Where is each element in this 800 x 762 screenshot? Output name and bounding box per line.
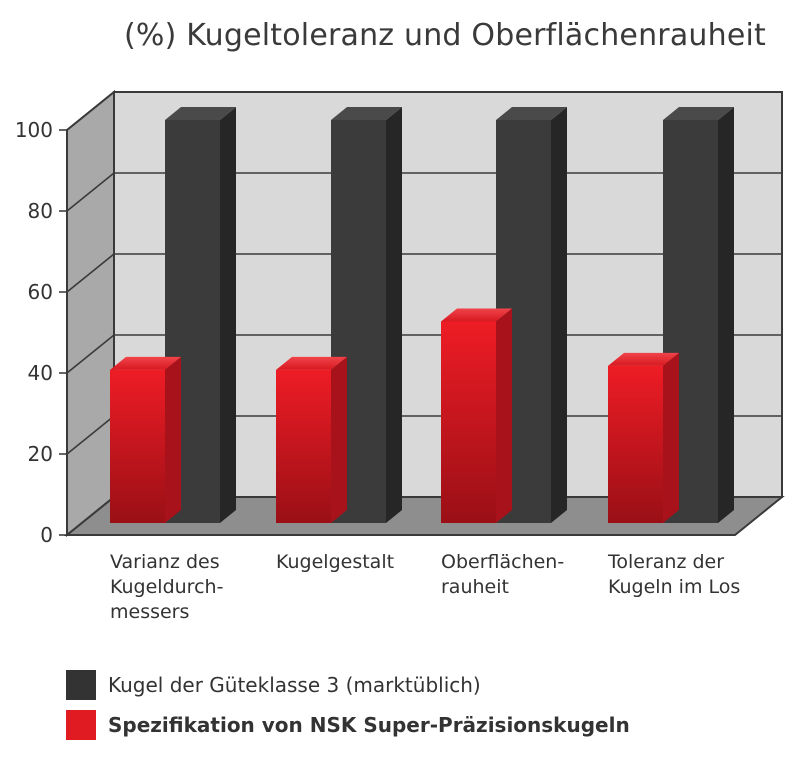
legend-item: Spezifikation von NSK Super-Präzisionsku… bbox=[66, 705, 630, 745]
bar-top bbox=[276, 356, 347, 370]
bar-face bbox=[441, 321, 496, 523]
bar-side bbox=[663, 352, 679, 523]
bar-nsk bbox=[276, 356, 347, 523]
bar-top bbox=[441, 308, 512, 322]
x-tick-label: Kugelgestalt bbox=[276, 550, 394, 575]
x-tick-label-line: Kugelgestalt bbox=[276, 551, 395, 573]
legend-swatch bbox=[66, 670, 96, 700]
legend-swatch bbox=[66, 710, 96, 740]
x-tick-label-line: Kugeldurch- bbox=[110, 576, 224, 598]
x-tick-label: Oberflächen-rauheit bbox=[441, 550, 564, 600]
x-tick-label-line: Kugeln im Los bbox=[608, 576, 741, 598]
bar-nsk bbox=[608, 352, 679, 523]
chart-title: (%) Kugeltoleranz und Oberflächenrauheit bbox=[123, 18, 766, 53]
x-tick-label-line: Varianz des bbox=[110, 551, 220, 573]
y-tick-label: 100 bbox=[15, 118, 53, 142]
bar-nsk bbox=[110, 356, 181, 523]
gridline-side bbox=[66, 334, 115, 374]
legend-label: Spezifikation von NSK Super-Präzisionsku… bbox=[108, 713, 630, 737]
bar-side bbox=[551, 107, 567, 523]
y-tick-label: 80 bbox=[28, 199, 53, 223]
bar-face bbox=[608, 365, 663, 523]
bar-top bbox=[608, 352, 679, 366]
gridline-side bbox=[66, 91, 115, 131]
y-axis: 0 20 40 60 80 100 bbox=[15, 118, 735, 547]
legend: Kugel der Güteklasse 3 (marktüblich) Spez… bbox=[66, 665, 630, 745]
bar-top bbox=[110, 356, 181, 370]
bar-top bbox=[165, 107, 236, 120]
bar-nsk bbox=[441, 308, 512, 523]
bar-top bbox=[663, 107, 734, 120]
y-tick-label: 40 bbox=[28, 361, 53, 385]
bar-face bbox=[276, 369, 331, 523]
bar-grade3 bbox=[165, 107, 236, 523]
bar-side bbox=[496, 308, 512, 523]
x-tick-label: Toleranz der Kugeln im Los bbox=[608, 550, 740, 600]
gridline-side bbox=[66, 172, 115, 212]
gridline-side bbox=[66, 253, 115, 293]
legend-label: Kugel der Güteklasse 3 (marktüblich) bbox=[108, 673, 481, 697]
bar-top bbox=[496, 107, 567, 120]
x-tick-label: Varianz des Kugeldurch-messers bbox=[110, 550, 223, 625]
y-tick-label: 60 bbox=[28, 280, 53, 304]
bar-side bbox=[220, 107, 236, 523]
bar-side bbox=[386, 107, 402, 523]
x-tick-label-line: rauheit bbox=[441, 576, 509, 598]
bar-side bbox=[165, 356, 181, 523]
y-tick-label: 20 bbox=[28, 442, 53, 466]
x-tick-label-line: Oberflächen- bbox=[441, 551, 565, 573]
y-tick-label: 0 bbox=[40, 523, 53, 547]
bar-side bbox=[718, 107, 734, 523]
bar-top bbox=[331, 107, 402, 120]
x-tick-label-line: messers bbox=[110, 601, 190, 623]
gridline-side bbox=[66, 415, 115, 455]
legend-item: Kugel der Güteklasse 3 (marktüblich) bbox=[66, 665, 630, 705]
bar-face bbox=[110, 369, 165, 523]
x-tick-label-line: Toleranz der bbox=[608, 551, 725, 573]
side-wall bbox=[66, 89, 115, 538]
bar-grade3 bbox=[496, 107, 567, 523]
bars bbox=[110, 107, 734, 523]
bar-side bbox=[331, 356, 347, 523]
